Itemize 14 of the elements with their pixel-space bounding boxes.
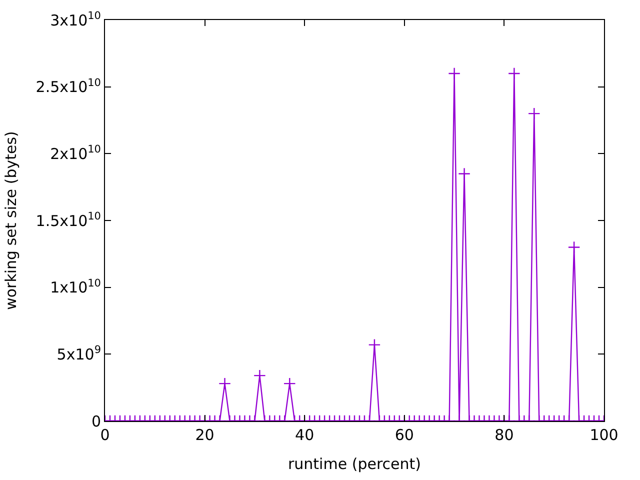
y-tick-label: 1.5x10$^{10}$ xyxy=(36,210,101,230)
y-axis-title: working set size (bytes) xyxy=(2,131,20,310)
x-tick-label: 100 xyxy=(590,426,618,444)
x-tick-label: 40 xyxy=(295,426,314,444)
x-tick-label: 20 xyxy=(195,426,214,444)
x-tick-label: 80 xyxy=(494,426,514,444)
y-tick-label: 1x10$^{10}$ xyxy=(50,277,101,297)
x-axis-title: runtime (percent) xyxy=(288,455,421,473)
y-tick-label: 3x10$^{10}$ xyxy=(50,10,101,30)
y-tick-label: 2.5x10$^{10}$ xyxy=(36,76,101,96)
y-tick-label: 0 xyxy=(91,412,101,430)
y-tick-label: 2x10$^{10}$ xyxy=(50,144,101,163)
y-tick-label: 5x10$^{9}$ xyxy=(56,344,101,364)
x-tick-label: 60 xyxy=(394,426,414,444)
